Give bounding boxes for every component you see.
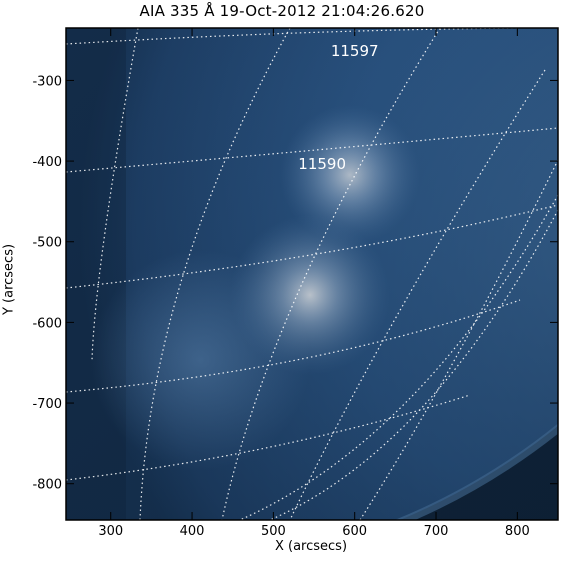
- grid-longitude-line: [359, 159, 558, 520]
- grid-limb-line: [269, 209, 558, 520]
- heliographic-grid: [66, 28, 558, 520]
- plot-frame: [65, 27, 559, 521]
- active-region-label: 11590: [298, 155, 346, 173]
- grid-longitude-line: [139, 28, 291, 520]
- x-axis-ticks: 300 400 500 600 700 800: [98, 28, 530, 539]
- y-axis-ticks: -300 -400 -500 -600 -700 -800: [32, 74, 558, 493]
- x-tick-label: 400: [180, 524, 205, 539]
- y-tick-label: -800: [32, 478, 62, 493]
- y-tick-label: -400: [32, 155, 62, 170]
- y-tick-label: -700: [32, 397, 62, 412]
- x-tick-label: 500: [261, 524, 286, 539]
- edge-shading: [66, 28, 558, 520]
- grid-latitude-line: [66, 28, 521, 45]
- y-tick-label: -500: [32, 236, 62, 251]
- grid-latitude-line: [66, 127, 558, 173]
- grid-limb-line: [239, 194, 558, 520]
- plot-title: AIA 335 Å 19-Oct-2012 21:04:26.620: [139, 2, 425, 20]
- grid-latitude-line: [66, 299, 521, 393]
- x-axis-label: X (arcsecs): [274, 539, 348, 554]
- grid-latitude-line: [66, 204, 558, 289]
- y-tick-label: -300: [32, 74, 62, 89]
- x-tick-label: 800: [505, 524, 530, 539]
- y-axis-label: Y (arcsecs): [1, 243, 17, 316]
- x-tick-label: 300: [98, 524, 123, 539]
- x-tick-label: 600: [342, 524, 367, 539]
- active-region-label: 11597: [331, 42, 379, 60]
- y-tick-label: -600: [32, 316, 62, 331]
- x-tick-label: 700: [424, 524, 449, 539]
- grid-longitude-line: [221, 28, 441, 520]
